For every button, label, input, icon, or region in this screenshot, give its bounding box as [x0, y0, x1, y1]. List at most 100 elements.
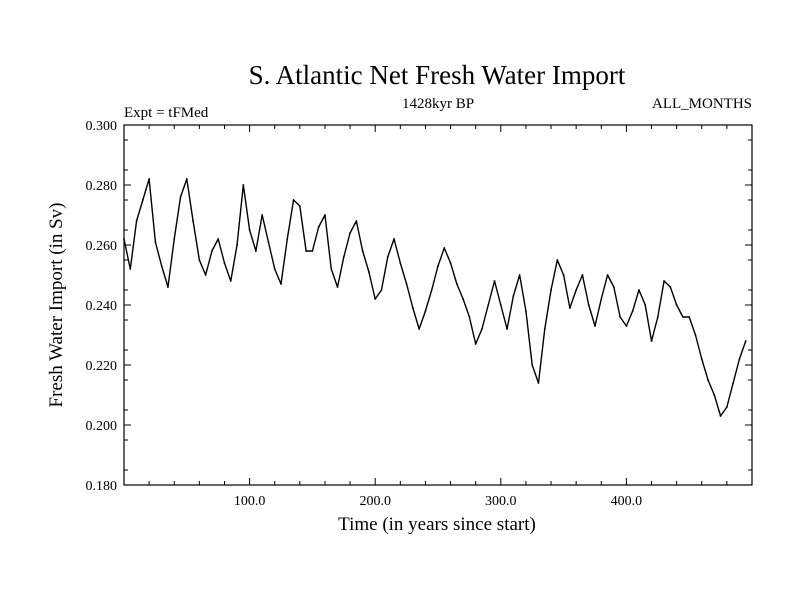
data-point	[437, 265, 439, 267]
data-point	[399, 262, 402, 264]
data-point	[518, 274, 521, 276]
period-label: 1428kyr BP	[402, 96, 474, 112]
data-point	[744, 340, 747, 342]
data-point	[148, 178, 151, 180]
data-point	[568, 307, 571, 309]
data-point	[229, 280, 232, 282]
data-point	[556, 259, 559, 261]
x-tick-label: 200.0	[359, 494, 391, 509]
data-point	[336, 286, 339, 288]
data-point	[204, 274, 207, 276]
series-group	[123, 178, 747, 417]
y-tick-label: 0.240	[86, 299, 118, 314]
data-point	[129, 268, 132, 270]
data-point	[242, 184, 245, 186]
x-tick-label: 400.0	[611, 494, 643, 509]
data-point	[185, 178, 188, 180]
data-point	[638, 289, 640, 291]
data-point	[380, 289, 383, 291]
data-point	[512, 295, 515, 297]
data-point	[430, 289, 433, 291]
data-point	[612, 286, 615, 288]
y-tick-label: 0.200	[86, 419, 118, 434]
data-point	[418, 328, 421, 330]
data-point	[499, 304, 502, 306]
data-point	[267, 241, 270, 243]
data-point	[324, 214, 326, 216]
x-tick-label: 300.0	[485, 494, 517, 509]
data-point	[280, 283, 282, 285]
data-point	[405, 283, 408, 285]
data-point	[254, 250, 257, 252]
data-point	[311, 250, 314, 252]
data-point	[725, 406, 728, 408]
data-point	[525, 310, 527, 312]
data-point	[141, 199, 144, 201]
data-point	[236, 244, 238, 246]
data-point	[575, 289, 578, 291]
y-axis-ticks: 0.180 0.200 0.220 0.240 0.260 0.280 0.300	[86, 119, 752, 494]
data-point	[656, 316, 659, 318]
data-point	[587, 304, 590, 306]
data-point	[211, 250, 213, 252]
data-point	[361, 250, 364, 252]
x-axis-ticks: 100.0 200.0 300.0 400.0	[148, 125, 728, 509]
x-axis-label: Time (in years since start)	[338, 514, 536, 535]
data-point	[663, 280, 665, 282]
data-point	[713, 394, 716, 396]
data-point	[368, 271, 370, 273]
data-point	[531, 364, 534, 366]
data-point	[160, 265, 163, 267]
data-point	[154, 241, 157, 243]
data-point	[286, 238, 289, 240]
data-point	[468, 316, 471, 318]
data-point	[248, 229, 251, 231]
data-point	[682, 316, 684, 318]
data-point	[374, 298, 377, 300]
data-point	[707, 379, 709, 381]
data-point	[298, 205, 301, 207]
data-point	[355, 220, 358, 222]
data-point	[543, 328, 546, 330]
data-point	[688, 316, 691, 318]
data-point	[261, 214, 264, 216]
experiment-label: Expt = tFMed	[124, 105, 209, 121]
data-point	[449, 262, 452, 264]
data-point	[619, 316, 622, 318]
plot-frame	[123, 124, 753, 486]
data-point	[644, 304, 647, 306]
data-point	[330, 268, 333, 270]
chart-title: S. Atlantic Net Fresh Water Import	[249, 60, 626, 90]
data-point	[135, 220, 138, 222]
y-tick-label: 0.300	[86, 119, 118, 134]
data-point	[167, 286, 169, 288]
y-tick-label: 0.220	[86, 359, 118, 374]
data-point	[550, 289, 552, 291]
data-point	[732, 382, 735, 384]
data-point	[192, 220, 194, 222]
data-point	[173, 238, 176, 240]
data-point	[669, 286, 672, 288]
data-point	[487, 304, 490, 306]
data-point	[349, 232, 351, 234]
data-point	[719, 415, 722, 417]
data-point	[675, 304, 678, 306]
data-point	[738, 358, 741, 360]
data-point	[625, 325, 628, 327]
data-point	[198, 259, 201, 261]
data-point	[600, 298, 603, 300]
data-point	[443, 247, 446, 249]
data-point	[424, 310, 427, 312]
series-line-0	[123, 178, 747, 417]
data-point	[393, 238, 395, 240]
data-point	[606, 274, 609, 276]
data-point	[562, 274, 565, 276]
data-point	[273, 268, 276, 270]
y-tick-label: 0.260	[86, 239, 118, 254]
data-point	[455, 283, 458, 285]
y-tick-label: 0.180	[86, 479, 118, 494]
data-point	[650, 340, 653, 342]
data-point	[217, 238, 220, 240]
data-point	[506, 328, 508, 330]
